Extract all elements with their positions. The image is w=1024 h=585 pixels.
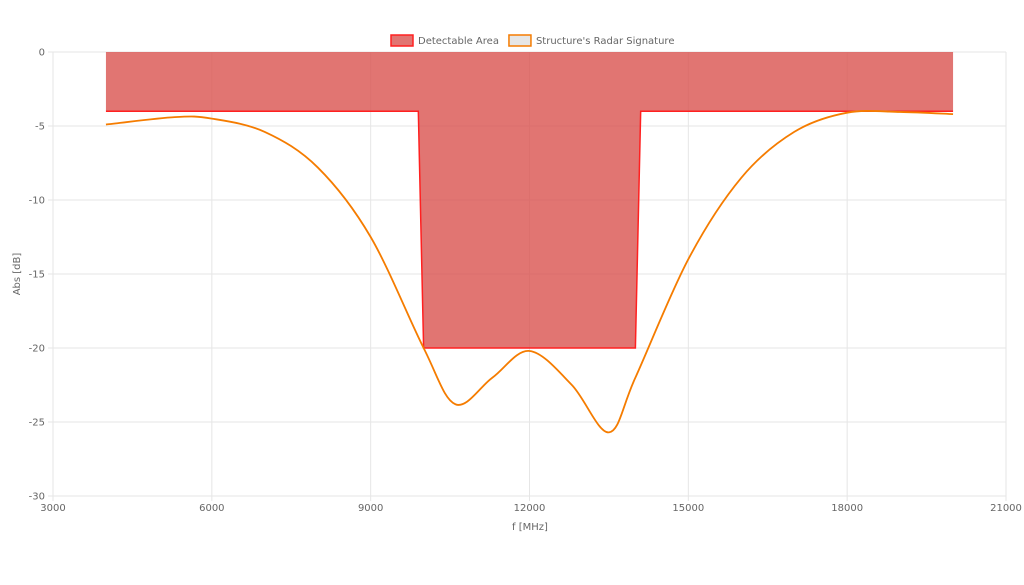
y-tick-label: -20	[29, 344, 45, 355]
y-tick-label: -30	[29, 492, 45, 503]
detectable-area-fill	[105, 52, 954, 348]
y-axis-label: Abs [dB]	[12, 253, 23, 296]
y-tick-label: -15	[29, 270, 45, 281]
y-tick-label: -5	[35, 122, 45, 133]
legend-swatch-detectable-area	[390, 34, 414, 47]
y-tick-label: -10	[29, 196, 45, 207]
legend: Detectable Area Structure's Radar Signatu…	[390, 34, 675, 47]
x-axis-label: f [MHz]	[512, 522, 548, 533]
y-tick-label: -25	[29, 418, 45, 429]
detectable-area-border	[105, 110, 954, 349]
legend-label: Detectable Area	[418, 36, 499, 47]
radar-signature-line	[105, 110, 954, 434]
series	[105, 52, 954, 434]
x-tick-label: 12000	[514, 503, 546, 514]
legend-label: Structure's Radar Signature	[536, 36, 675, 47]
x-tick-label: 9000	[358, 503, 383, 514]
x-tick-label: 3000	[40, 503, 65, 514]
grid	[48, 51, 1007, 501]
y-tick-label: 0	[39, 48, 45, 59]
x-tick-label: 6000	[199, 503, 224, 514]
legend-swatch-radar-signature	[508, 34, 532, 47]
axes: 3000 6000 9000 12000 15000 18000 21000 0 -5 -10 -1…	[29, 48, 1022, 515]
x-tick-label: 21000	[990, 503, 1022, 514]
x-tick-label: 18000	[831, 503, 863, 514]
x-tick-label: 15000	[672, 503, 704, 514]
